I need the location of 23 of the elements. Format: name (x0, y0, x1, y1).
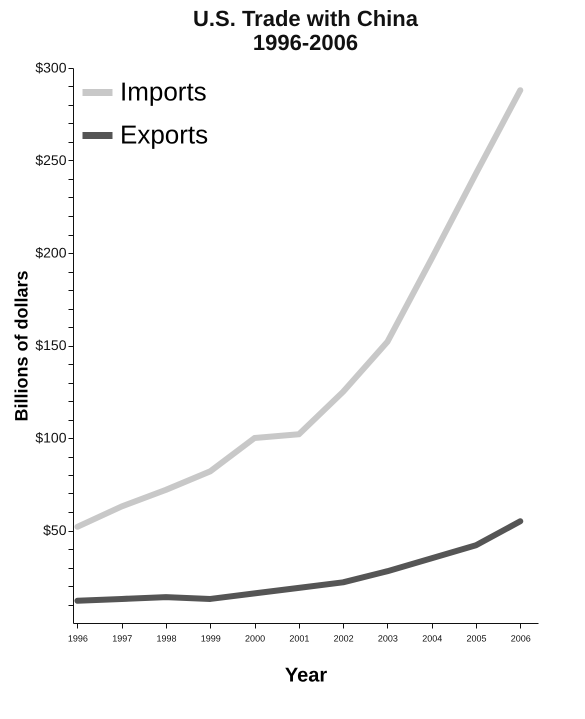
x-tick-label: 1997 (112, 634, 132, 644)
x-tick-label: 1998 (156, 634, 177, 644)
x-tick-label: 2005 (466, 634, 487, 644)
y-tick-label: $200 (35, 244, 67, 260)
x-tick-label: 2003 (378, 634, 398, 644)
x-tick-label: 2006 (510, 634, 531, 644)
x-tick-label: 1996 (68, 634, 88, 644)
text: U.S. Trade with China (193, 6, 418, 31)
x-axis-title: Year (284, 664, 328, 686)
y-tick-label: $150 (35, 337, 67, 353)
text: 1996-2006 (252, 30, 358, 55)
x-tick-label: 2002 (334, 634, 354, 644)
x-tick-label: 2000 (245, 634, 266, 644)
x-tick-label: 1999 (200, 634, 221, 644)
legend-label: Exports (120, 120, 208, 150)
legend-label: Imports (120, 76, 207, 106)
y-tick-label: $250 (35, 152, 67, 168)
y-tick-label: $300 (35, 60, 67, 76)
y-tick-label: $100 (35, 430, 67, 446)
y-axis-title: Billions of dollars (11, 270, 32, 422)
x-tick-label: 2004 (422, 634, 442, 644)
y-tick-label: $50 (43, 522, 67, 538)
x-tick-label: 2001 (289, 634, 310, 644)
